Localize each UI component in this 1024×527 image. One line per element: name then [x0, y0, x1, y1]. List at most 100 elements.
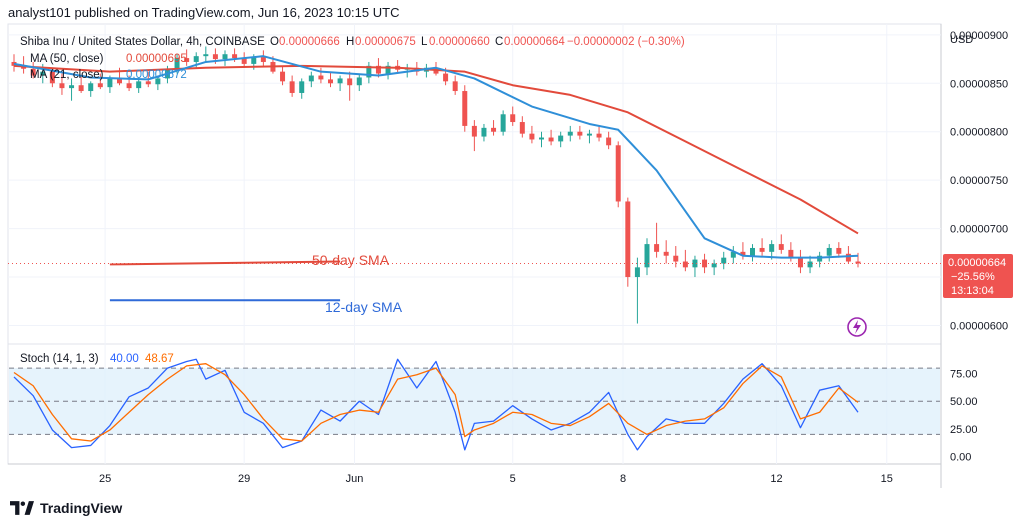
low-value: 0.00000660 — [429, 36, 490, 48]
candle-body — [596, 133, 602, 138]
candle-body — [232, 54, 238, 59]
candle-body — [117, 78, 122, 84]
candle-body — [107, 78, 113, 88]
candle-body — [30, 68, 36, 76]
candle-body — [289, 81, 295, 93]
candle-body — [471, 125, 477, 137]
candle-body — [500, 114, 506, 132]
time-tick-label: 15 — [881, 473, 893, 485]
candle-body — [750, 247, 755, 256]
candle-body — [826, 247, 832, 256]
candle-body — [682, 261, 688, 268]
candle-body — [845, 253, 851, 262]
candles — [8, 46, 941, 324]
candle-body — [78, 85, 84, 92]
candle-body — [539, 137, 544, 140]
candle-body — [145, 81, 151, 85]
price-tick-label: 0.00000750 — [950, 175, 1008, 187]
stoch-band — [9, 367, 940, 435]
stoch-k-line — [13, 358, 859, 451]
candle-body — [519, 122, 525, 134]
candle-body — [462, 91, 468, 126]
svg-text:Stoch (14, 1, 3): Stoch (14, 1, 3) — [20, 353, 99, 365]
candle-body — [174, 58, 180, 69]
price-tick-label: 0.00000700 — [950, 224, 1008, 236]
ma21-line — [13, 55, 859, 259]
time-tick-label: 8 — [620, 473, 626, 485]
stoch-legend: Stoch (14, 1, 3) 40.00 48.67 — [20, 353, 174, 365]
price-tick-label: 0.00000900 — [950, 30, 1008, 42]
candle-body — [740, 251, 746, 256]
candle-body — [452, 81, 458, 92]
candle-body — [529, 133, 535, 140]
candle-body — [212, 54, 218, 60]
lightning-icon[interactable] — [847, 317, 867, 337]
candle-body — [126, 83, 132, 89]
stoch-d-value: 48.67 — [145, 353, 174, 365]
candle-body — [88, 83, 94, 92]
badge-countdown: 13:13:04 — [951, 285, 994, 297]
candle-body — [69, 85, 75, 89]
ma21-legend: MA (21, close) 0.00000672 — [30, 69, 187, 81]
symbol-name: Shiba Inu / United States Dollar, 4h, CO… — [20, 36, 265, 48]
candle-body — [654, 244, 660, 252]
svg-text:H: H — [346, 36, 354, 48]
candle-body — [280, 71, 286, 82]
ma50-value: 0.00000695 — [126, 53, 187, 65]
svg-text:L: L — [421, 36, 428, 48]
stoch-k-value: 40.00 — [110, 353, 139, 365]
candle-body — [40, 71, 46, 76]
ma21-value: 0.00000672 — [126, 69, 187, 81]
price-tick-label: 0.00000600 — [950, 320, 1008, 332]
candle-body — [222, 54, 228, 60]
candle-body — [193, 56, 199, 62]
candle-body — [788, 249, 794, 258]
candle-body — [366, 65, 372, 78]
candle-body — [97, 83, 103, 88]
candle-body — [711, 263, 717, 268]
ma50-line — [13, 64, 859, 235]
candle-body — [481, 127, 487, 137]
tradingview-logo[interactable]: TradingView — [10, 500, 122, 516]
candle-body — [241, 58, 247, 64]
candle-body — [356, 77, 362, 86]
candle-body — [375, 65, 381, 74]
time-tick-label: 29 — [238, 473, 250, 485]
currency-label: USD — [950, 34, 973, 46]
price-tick-label: 0.00000850 — [950, 78, 1008, 90]
ohlc-readout: O 0.00000666 H 0.00000675 L 0.00000660 C… — [270, 36, 685, 48]
candle-body — [673, 255, 679, 262]
candle-body — [625, 201, 631, 278]
candle-body — [586, 133, 592, 136]
high-value: 0.00000675 — [355, 36, 416, 48]
stoch-lines — [13, 358, 859, 451]
stoch-tick-label: 50.00 — [950, 396, 978, 408]
candle-body — [347, 78, 353, 86]
sma12-annotation: 12-day SMA — [325, 299, 403, 315]
time-tick-label: 25 — [99, 473, 111, 485]
candle-body — [260, 57, 266, 62]
candle-body — [692, 259, 698, 268]
candle-body — [299, 81, 305, 93]
drawn-lines — [109, 260, 341, 302]
candle-body — [577, 131, 583, 136]
ma50-legend: MA (50, close) 0.00000695 — [30, 53, 187, 65]
last-price-badge: 0.00000664 −25.56% 13:13:04 — [943, 254, 1013, 298]
stoch-tick-label: 25.00 — [950, 424, 978, 436]
svg-text:MA (21, close): MA (21, close) — [30, 69, 104, 81]
candle-body — [606, 137, 612, 146]
candle-body — [558, 135, 564, 142]
candle-body — [634, 267, 640, 278]
candle-body — [308, 75, 314, 82]
candle-body — [510, 114, 516, 123]
tradingview-logo-icon — [10, 501, 34, 515]
svg-text:MA (50, close): MA (50, close) — [30, 53, 104, 65]
candle-body — [759, 247, 765, 252]
candle-body — [836, 247, 842, 254]
candle-body — [615, 145, 621, 202]
svg-text:C: C — [495, 36, 503, 48]
candle-body — [730, 251, 736, 258]
candle-body — [644, 244, 650, 268]
candle-body — [59, 83, 65, 89]
